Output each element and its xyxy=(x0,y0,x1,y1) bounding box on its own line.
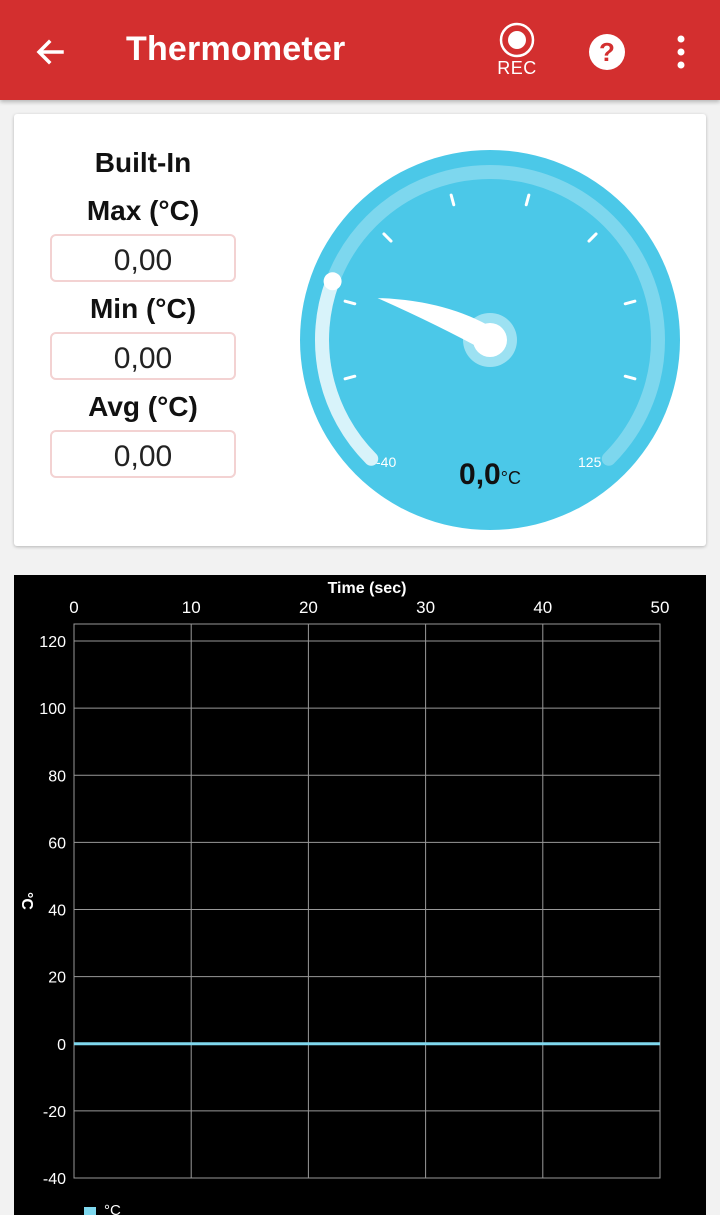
y-tick-label: -20 xyxy=(43,1104,66,1121)
temperature-chart: Time (sec) 0 10 20 30 40 50 120 100 80 60 40 20 0 -20 -… xyxy=(14,575,706,1215)
arrow-back-icon xyxy=(36,39,64,65)
gauge-tick xyxy=(587,232,598,243)
chart-plot: Time (sec) 0 10 20 30 40 50 120 100 80 60 40 20 0 -20 -… xyxy=(18,580,670,1215)
avg-label: Avg (°C) xyxy=(88,391,198,422)
stats-panel: Built-In Max (°C) 0,00 Min (°C) 0,00 Avg… xyxy=(48,142,238,478)
svg-text:?: ? xyxy=(599,37,615,67)
page-title: Thermometer xyxy=(126,30,346,68)
min-value-field: 0,00 xyxy=(50,332,236,380)
gauge-max-label: 125 xyxy=(578,454,602,470)
max-label: Max (°C) xyxy=(86,195,200,226)
temperature-gauge: -40 125 0,0°C xyxy=(298,148,682,532)
gauge-tick xyxy=(524,193,531,207)
y-tick-label: 40 xyxy=(48,903,66,920)
min-label: Min (°C) xyxy=(89,293,197,324)
gauge-dial xyxy=(300,150,680,530)
gauge-min-label: -40 xyxy=(376,454,397,470)
record-icon xyxy=(499,22,535,58)
y-tick-label: 100 xyxy=(39,701,66,718)
plot-frame xyxy=(73,623,661,1179)
gauge-hub xyxy=(473,323,507,357)
y-tick-label: -40 xyxy=(43,1171,66,1188)
gauge-tick xyxy=(343,299,357,306)
legend-label: °C xyxy=(104,1202,121,1215)
gauge-tick xyxy=(343,374,357,381)
gauge-tick xyxy=(623,299,637,306)
back-button[interactable] xyxy=(30,32,70,72)
record-button[interactable]: REC xyxy=(492,22,542,84)
x-axis-label: Time (sec) xyxy=(328,580,407,597)
x-tick-label: 50 xyxy=(651,598,670,617)
help-icon: ? xyxy=(589,34,625,70)
y-axis-label: °C xyxy=(18,892,35,910)
gauge-reading: 0,0°C xyxy=(428,458,552,492)
gauge-value-dot xyxy=(323,272,342,291)
y-tick-label: 80 xyxy=(48,768,66,785)
y-tick-label: 20 xyxy=(48,970,66,987)
x-tick-label: 10 xyxy=(182,598,201,617)
help-button[interactable]: ? xyxy=(588,33,626,71)
y-tick-label: 60 xyxy=(48,835,66,852)
y-tick-label: 0 xyxy=(57,1037,66,1054)
more-options-button[interactable] xyxy=(668,33,694,71)
record-label: REC xyxy=(497,58,537,78)
max-value-field: 0,00 xyxy=(50,234,236,282)
gauge-tick xyxy=(449,193,456,207)
app-bar: Thermometer REC ? xyxy=(0,0,720,100)
x-tick-label: 20 xyxy=(299,598,318,617)
y-tick-label: 120 xyxy=(39,634,66,651)
x-tick-label: 0 xyxy=(69,598,78,617)
sensor-card: Built-In Max (°C) 0,00 Min (°C) 0,00 Avg… xyxy=(14,114,706,546)
x-tick-label: 30 xyxy=(416,598,435,617)
gauge-tick xyxy=(623,374,637,381)
legend-swatch xyxy=(84,1207,96,1215)
more-vert-icon xyxy=(677,35,685,69)
gauge-needle xyxy=(377,298,495,352)
sensor-heading: Built-In xyxy=(94,147,192,178)
gauge-tick xyxy=(382,232,393,243)
avg-value-field: 0,00 xyxy=(50,430,236,478)
x-tick-label: 40 xyxy=(533,598,552,617)
gauge-value-arc xyxy=(315,274,379,466)
gauge-value: 0,0 xyxy=(459,458,501,491)
gauge-unit: °C xyxy=(500,468,521,488)
